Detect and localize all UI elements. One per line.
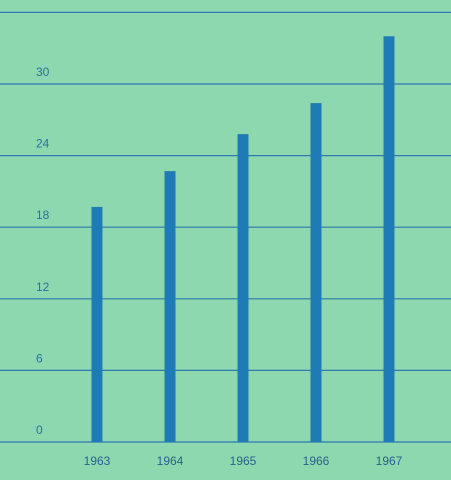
y-tick-label: 12: [36, 280, 50, 294]
x-category-label: 1965: [230, 454, 257, 468]
bar-1965: [238, 134, 249, 442]
bar-1966: [311, 103, 322, 442]
y-tick-label: 6: [36, 351, 43, 365]
x-category-label: 1966: [303, 454, 330, 468]
x-category-label: 1964: [157, 454, 184, 468]
bar-1963: [92, 207, 103, 442]
y-tick-label: 0: [36, 423, 43, 437]
x-category-label: 1963: [84, 454, 111, 468]
y-tick-label: 24: [36, 137, 50, 151]
y-tick-label: 30: [36, 65, 50, 79]
x-category-label: 1967: [376, 454, 403, 468]
bar-1967: [384, 36, 395, 442]
y-tick-label: 18: [36, 208, 50, 222]
bar-1964: [165, 171, 176, 442]
